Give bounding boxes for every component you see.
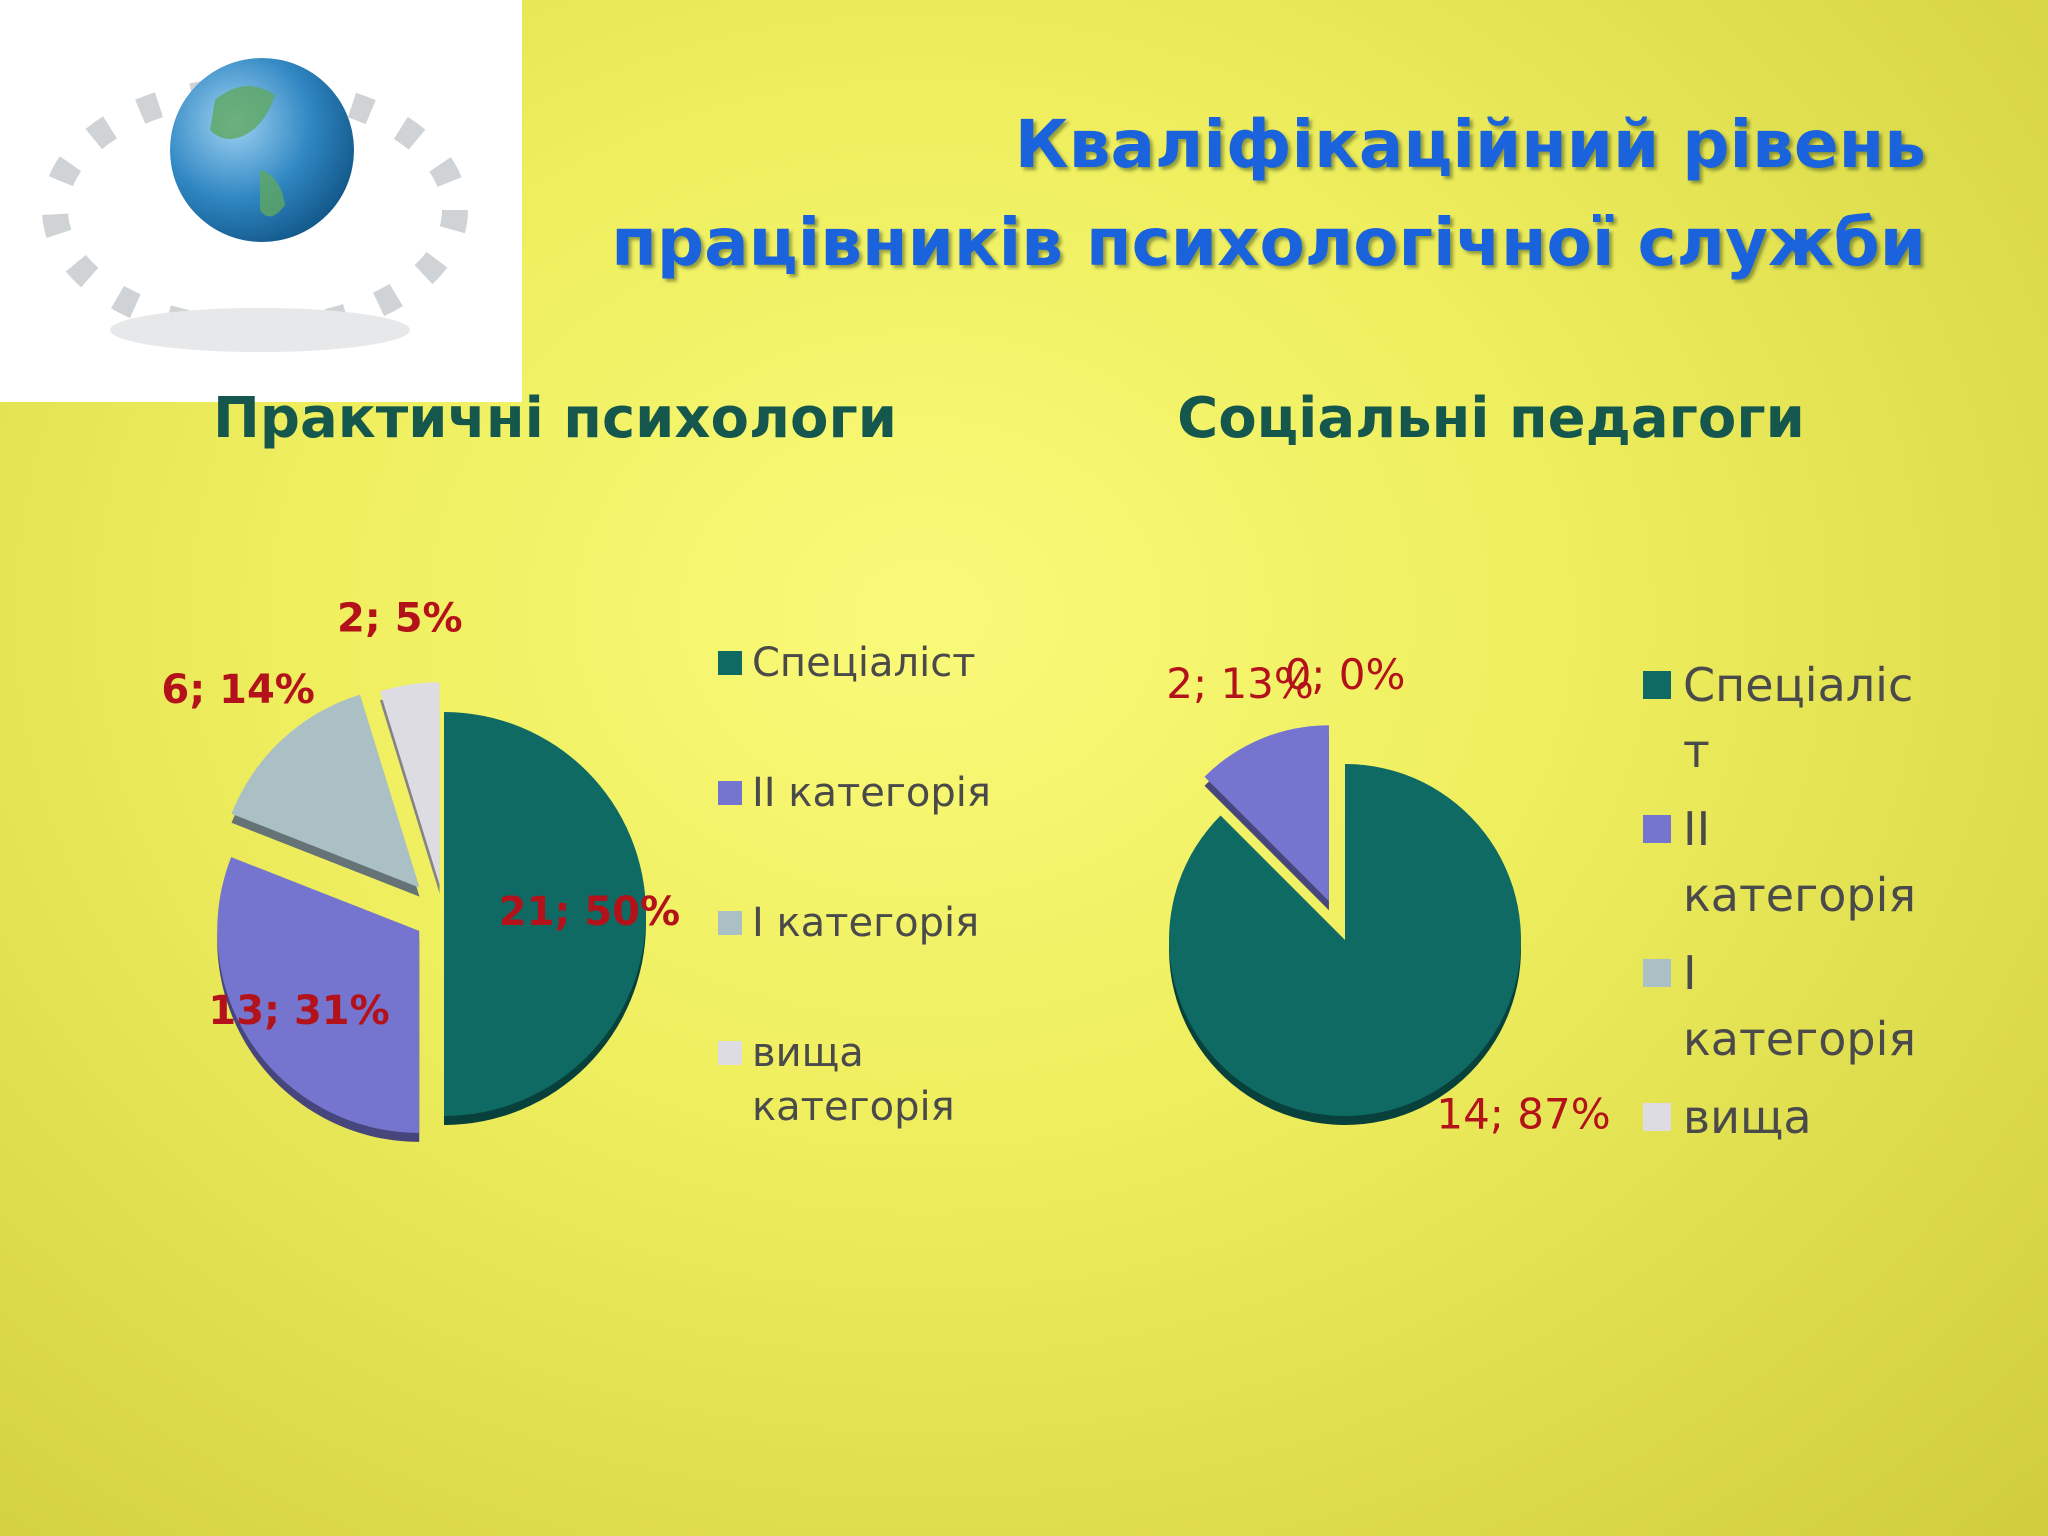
legend-marker [718,781,742,805]
legend-label: вища [1683,1090,1812,1144]
chart-title: Практичні психологи [213,386,897,451]
legend-marker [1643,1103,1671,1131]
pie-slice [217,857,420,1133]
legend-item: ІІ категорія [718,766,1018,820]
legend-marker [1643,671,1671,699]
legend-item: І категорія [718,896,1018,950]
pie-slice [1204,725,1329,902]
pie-slice [231,694,420,888]
legend: Спеціаліст ІІ категорія І категорія вища [1643,652,1933,1162]
legend-item: вища категорія [718,1026,1018,1134]
pie-slice [1169,764,1522,1116]
legend-item: вища [1643,1084,1933,1150]
slide-title: Кваліфікаційний рівень [1014,106,1926,183]
slide-title: працівників психологічної служби [611,204,1926,281]
legend-label: Спеціаліст [1683,658,1914,778]
legend-label: ІІ категорія [752,770,991,816]
legend-label: І категорія [1683,946,1917,1066]
pie-slice [444,712,646,1116]
legend-marker [718,911,742,935]
chart-title: Соціальні педагоги [1177,386,1805,451]
data-label: 21; 50% [499,889,680,935]
legend-label: Спеціаліст [752,640,976,686]
data-label: 2; 13% [1166,659,1314,708]
legend: Спеціаліст ІІ категорія І категорія вища ка… [718,636,1018,1210]
corner-image [0,0,522,402]
data-label: 14; 87% [1436,1090,1610,1139]
pie-slice [379,682,440,885]
legend-marker [1643,959,1671,987]
legend-label: І категорія [752,900,980,946]
legend-item: Спеціаліст [1643,652,1933,784]
data-label: 6; 14% [161,667,315,713]
legend-item: І категорія [1643,940,1933,1072]
legend-label: вища категорія [752,1030,955,1130]
legend-item: ІІ категорія [1643,796,1933,928]
data-label: 0; 0% [1285,650,1406,699]
legend-marker [718,1041,742,1065]
data-label: 13; 31% [208,988,389,1034]
data-label: 2; 5% [337,596,463,642]
legend-marker [1643,815,1671,843]
legend-item: Спеціаліст [718,636,1018,690]
legend-label: ІІ категорія [1683,802,1917,922]
legend-marker [718,651,742,675]
